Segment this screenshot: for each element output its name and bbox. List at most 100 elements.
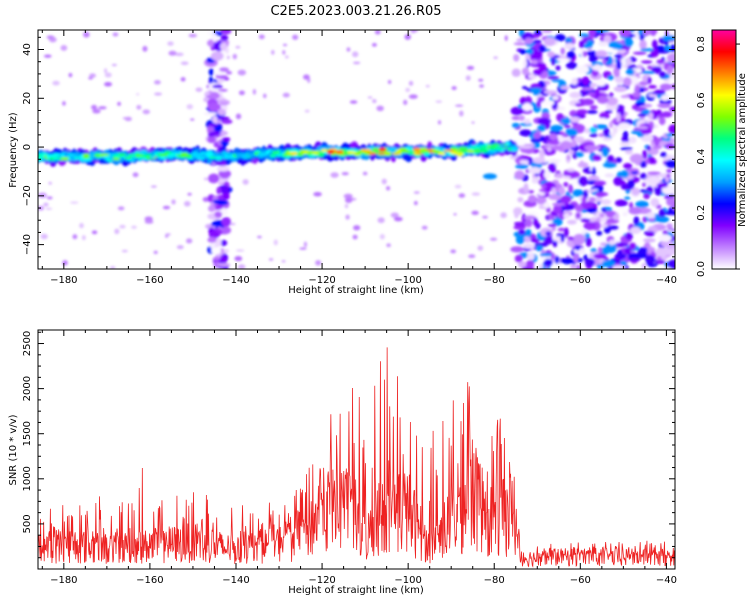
spectrogram-blob [547,146,552,152]
spectrogram-blob [232,53,237,60]
spectrogram-blob [601,260,616,268]
spectrogram-blob [605,109,613,114]
spectrogram-blob [592,154,602,161]
spectrogram-blob [616,59,622,70]
spectrogram-blob [647,176,661,185]
spectrogram-blob [521,67,530,76]
spectrogram-blob [414,201,418,206]
spectrogram-blob [599,213,605,218]
spectrogram-blob [282,43,288,47]
spectrogram-blob [455,152,464,157]
spectrogram-blob [217,116,230,120]
spectrogram-blob [645,158,650,165]
spectrogram-blob [642,182,647,188]
spectrogram-blob [625,149,633,155]
spectrogram-blob [628,136,637,144]
spectrogram-blob [38,153,45,156]
spectrogram-blob [299,247,307,250]
spectrogram-blob [632,254,647,259]
spectrogram-blob [191,151,199,157]
spectrogram-blob [537,124,546,132]
spectrogram-blob [214,211,223,218]
spectrogram-blob [645,254,656,265]
spectrogram-blob [620,170,629,179]
spectrogram-blob [591,166,596,176]
spectrogram-blob [303,74,310,80]
y-tick-label: 0 [22,144,33,150]
spectrogram-blob [596,192,605,198]
spectrogram-blob [541,30,553,34]
spectrogram-blob [208,123,218,127]
spectrogram-blob [548,162,557,173]
x-tick-label: −180 [50,575,77,586]
spectrogram-blob [126,154,137,157]
spectrogram-blob [533,91,541,96]
spectrogram-blob [618,122,631,130]
spectrogram-blob [621,180,626,185]
spectrogram-blob [46,196,53,200]
spectrogram-blob [208,102,221,112]
spectrogram-blob [665,159,675,168]
spectrogram-blob [38,205,45,211]
spectrogram-blob [660,151,667,158]
spectrogram-blob [536,100,541,108]
colorbar-tick-label: 0.0 [696,261,707,277]
spectrogram-blob [167,41,174,46]
spectrogram-blob [668,32,675,36]
spectrogram-blob [577,162,589,168]
spectrogram-blob [624,196,631,200]
spectrogram-blob [524,37,534,45]
snr-frame [37,329,676,570]
spectrogram-blob [210,51,224,61]
spectrogram-blob [238,90,245,96]
spectrogram-blob [362,171,368,176]
spectrogram-blob [581,195,587,205]
spectrogram-blob [241,154,251,158]
spectrogram-blob [142,154,151,158]
colorbar-tick-label: 0.4 [696,149,707,165]
spectrogram-blob [130,157,139,160]
x-tick-label: −160 [136,575,163,586]
spectrogram-blob [661,111,673,118]
spectrogram-blob [640,60,653,64]
spectrogram-blob [658,208,666,218]
spectrogram-blob [315,260,322,266]
spectrogram-blob [302,150,310,154]
spectrogram-blob [553,204,563,214]
spectrogram-blob [665,133,675,137]
spectrogram-panel: −180 −160 −140 −120 −100 −80 −60 −40 −40 −20 0 20 40… [8,29,677,296]
spectrogram-blob [612,265,626,269]
spectrogram-blob [642,149,648,160]
spectrogram-blob [597,117,608,123]
spectrogram-blob [514,170,525,180]
spectrogram-blob [555,65,561,71]
spectrogram-blob [311,151,319,155]
spectrogram-blob [210,222,221,227]
x-tick-label: −80 [484,575,505,586]
spectrogram-blob [547,51,555,58]
spectrogram-blob [361,148,372,153]
spectrogram-blob [558,186,566,196]
spectrogram-blob [471,210,479,215]
spectrogram-blob [529,87,542,93]
spectrogram-blob [400,149,411,153]
spectrogram-blob [583,221,597,231]
snr-series-line [38,347,675,568]
spectrogram-blob [552,202,566,207]
spectrogram-blob [482,173,497,180]
spectrogram-blob [613,67,620,77]
spectrogram-blob [614,76,624,83]
spectrogram-blob [523,215,536,220]
spectrogram-blob [629,153,644,164]
spectrogram-blob [371,42,377,47]
x-tick-label: −40 [656,275,677,286]
spectrogram-blob [538,264,544,269]
spectrogram-blob [376,105,384,112]
x-tick-label: −160 [136,275,163,286]
colorbar-label: Normalized spectral amplitude [737,73,748,227]
spectrogram-blob [538,192,546,196]
x-tick-label: −180 [50,275,77,286]
spectrogram-blob [528,167,541,174]
spectrogram-blob [48,181,52,185]
spectrogram-blob [124,116,132,122]
